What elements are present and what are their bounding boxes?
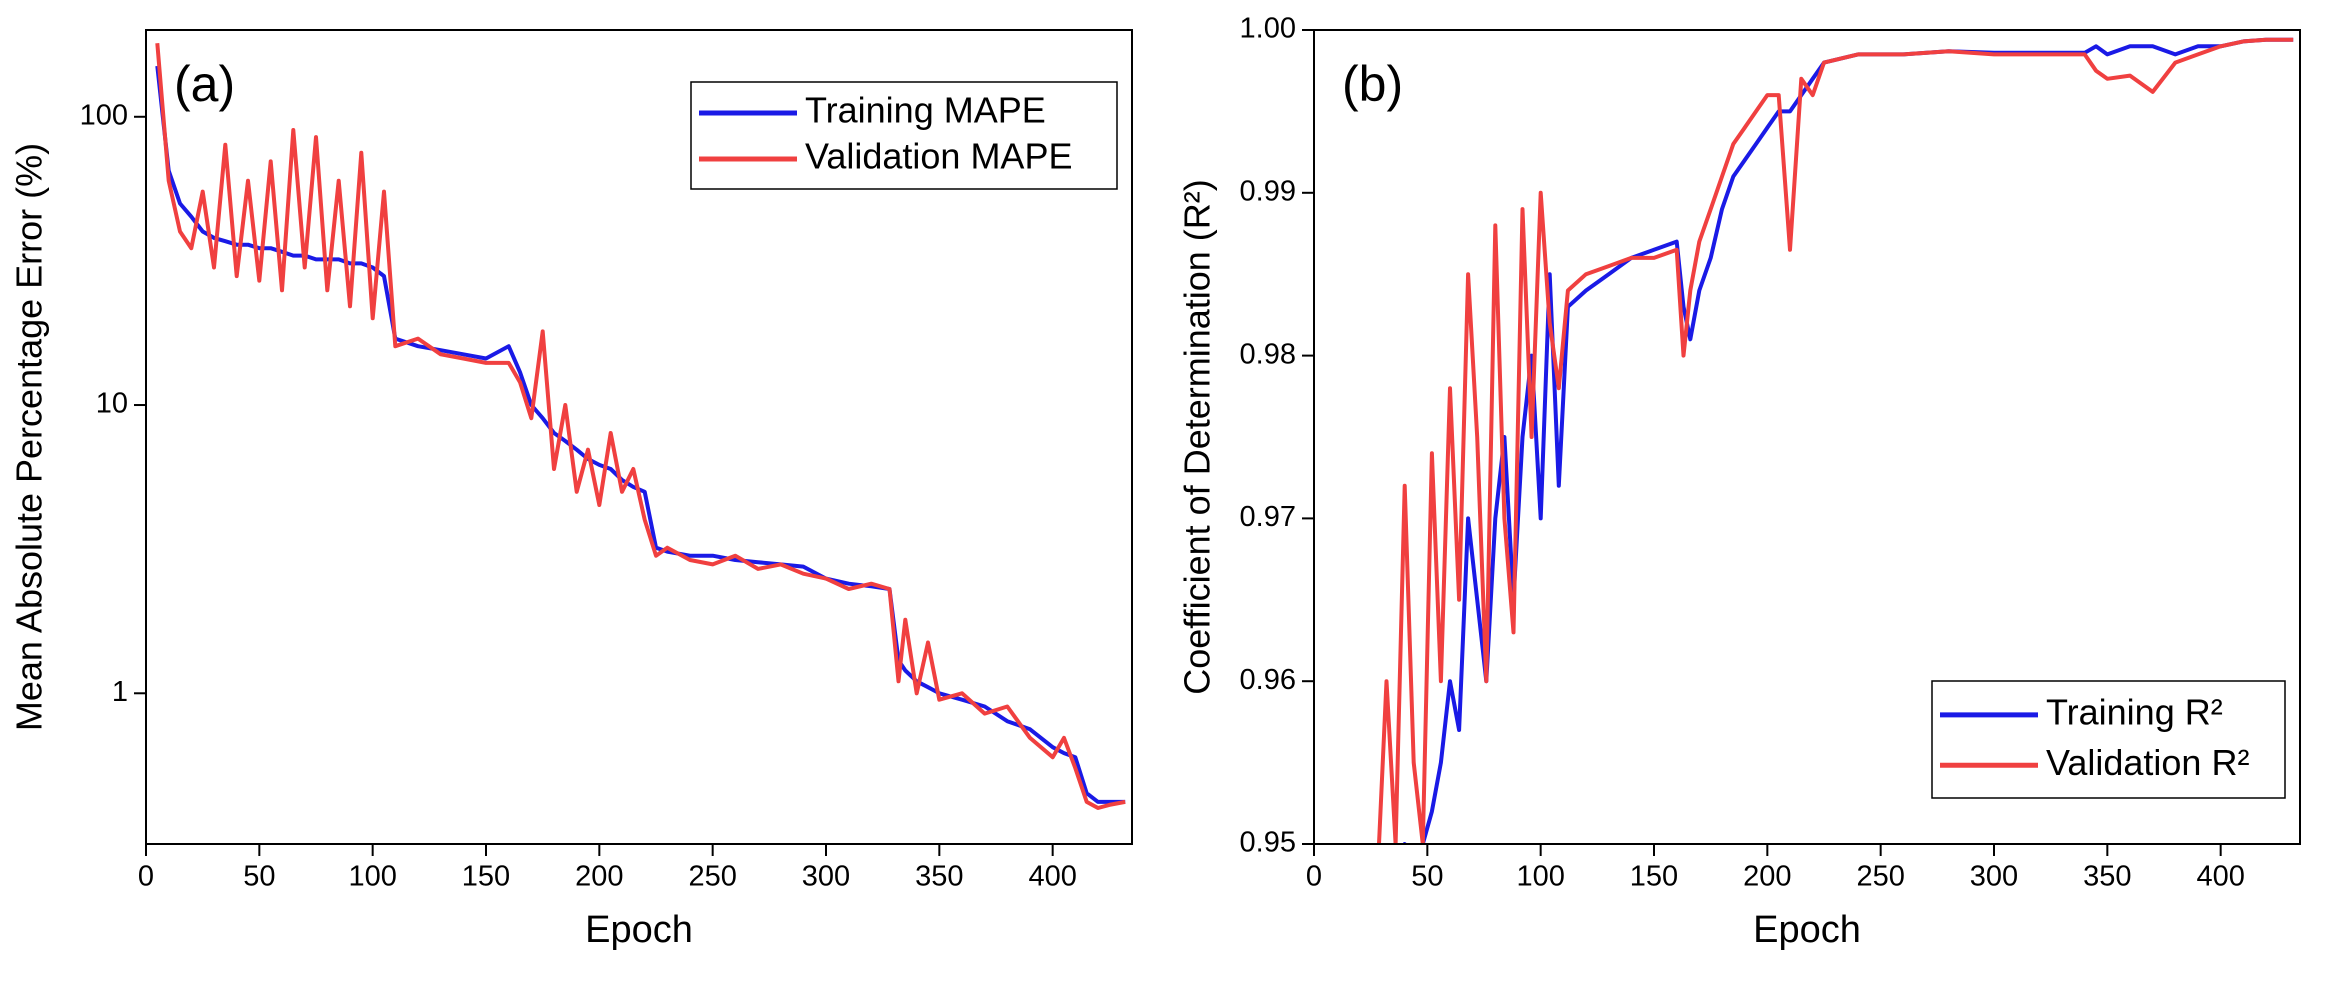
plot-frame xyxy=(1313,29,2301,845)
x-tick-label: 200 xyxy=(1743,861,1791,893)
x-tick-label: 400 xyxy=(1028,861,1076,893)
y-tick-label: 1 xyxy=(112,676,128,708)
x-tick-label: 150 xyxy=(462,861,510,893)
y-tick-label: 100 xyxy=(80,99,128,131)
x-tick-label: 150 xyxy=(1630,861,1678,893)
y-tick-label: 0.96 xyxy=(1240,664,1296,696)
x-tick-label: 300 xyxy=(1970,861,2018,893)
legend-label: Validation R² xyxy=(2046,742,2249,783)
x-tick-label: 350 xyxy=(915,861,963,893)
panel-label: (b) xyxy=(1342,56,1403,112)
y-tick-label: 0.97 xyxy=(1240,501,1296,533)
x-tick-label: 400 xyxy=(2196,861,2244,893)
legend-label: Training R² xyxy=(2046,691,2223,732)
x-tick-label: 0 xyxy=(1306,861,1322,893)
x-tick-label: 50 xyxy=(243,861,275,893)
series-line xyxy=(1376,37,2294,844)
series-line xyxy=(155,43,1126,810)
panel-label: (a) xyxy=(174,56,235,112)
x-tick-label: 0 xyxy=(138,861,154,893)
x-axis-label: Epoch xyxy=(585,909,693,951)
y-tick-label: 0.99 xyxy=(1240,175,1296,207)
y-axis-label: Mean Absolute Percentage Error (%) xyxy=(9,143,50,731)
x-tick-label: 300 xyxy=(802,861,850,893)
y-tick-label: 0.95 xyxy=(1240,827,1296,859)
legend-label: Validation MAPE xyxy=(805,136,1072,177)
plot-frame xyxy=(145,29,1133,845)
x-tick-label: 350 xyxy=(2083,861,2131,893)
y-axis-label: Coefficient of Determination (R²) xyxy=(1177,179,1218,695)
x-tick-label: 100 xyxy=(1516,861,1564,893)
x-tick-label: 250 xyxy=(1856,861,1904,893)
legend-box xyxy=(690,81,1118,190)
y-tick-label: 1.00 xyxy=(1240,13,1296,45)
x-tick-label: 200 xyxy=(575,861,623,893)
legend-box xyxy=(1931,680,2286,799)
series-line xyxy=(1402,37,2294,844)
y-tick-label: 10 xyxy=(96,388,128,420)
x-tick-label: 50 xyxy=(1411,861,1443,893)
x-axis-label: Epoch xyxy=(1753,909,1861,951)
legend-label: Training MAPE xyxy=(805,90,1046,131)
y-tick-label: 0.98 xyxy=(1240,338,1296,370)
x-tick-label: 250 xyxy=(688,861,736,893)
x-tick-label: 100 xyxy=(348,861,396,893)
